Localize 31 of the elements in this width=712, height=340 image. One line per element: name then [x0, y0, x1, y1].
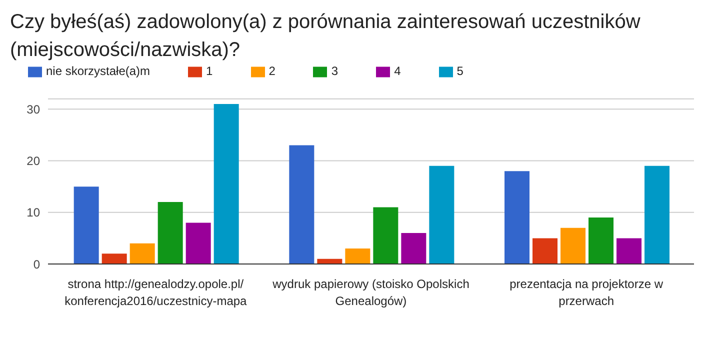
chart-title: Czy byłeś(aś) zadowolony(a) z porównania zainteresowań uczestników (miejscowości/nazwiska)? — [9, 10, 642, 63]
bar — [158, 202, 183, 264]
bar — [560, 228, 586, 264]
bar — [532, 238, 558, 264]
x-tick-label: prezentacja na projektorze w przerwach — [510, 277, 664, 308]
bar — [373, 207, 398, 264]
bar — [186, 222, 211, 264]
y-tick-label: 30 — [26, 102, 40, 116]
bar — [102, 254, 127, 264]
bar — [401, 233, 426, 264]
y-tick-label: 20 — [26, 154, 40, 168]
y-tick-label: 10 — [26, 206, 40, 220]
y-tick-label: 0 — [33, 257, 40, 272]
bar — [130, 243, 155, 264]
bar — [289, 145, 314, 264]
legend-label: 4 — [394, 64, 401, 78]
legend-label: 1 — [206, 64, 213, 78]
bar — [588, 218, 614, 264]
x-tick-label: wydruk papierowy (stoisko Opolskich Genealogów) — [272, 277, 470, 308]
legend-label: nie skorzystałe(a)m — [46, 64, 150, 78]
bar — [644, 166, 670, 264]
bar — [74, 186, 99, 264]
bar — [345, 248, 370, 264]
legend-label: 2 — [268, 64, 276, 78]
legend-label: 5 — [456, 64, 464, 78]
legend-label: 3 — [331, 64, 338, 78]
bar — [616, 238, 642, 264]
bar — [214, 104, 239, 264]
bar — [504, 171, 530, 264]
x-tick-label: strona http://genealodzy.opole.pl/konferencja2016/uczestnicy-mapa — [64, 277, 248, 308]
bar — [429, 166, 454, 264]
